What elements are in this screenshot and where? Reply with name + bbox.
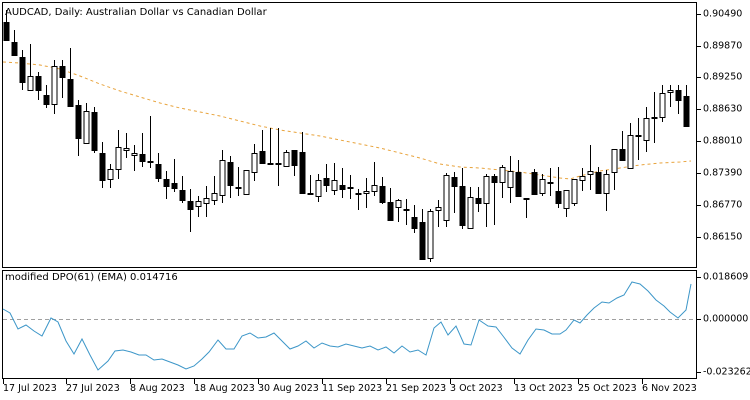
price-tick: 0.90490 <box>703 8 743 20</box>
price-tick: 0.86150 <box>703 231 743 243</box>
time-tick: 18 Aug 2023 <box>194 383 255 394</box>
indicator-label: modified DPO(61) (EMA) 0.014716 <box>5 272 178 283</box>
price-axis-tick-marks <box>697 14 701 373</box>
time-axis-tick-marks <box>3 379 643 384</box>
chart-frames <box>2 2 697 379</box>
price-tick: 0.88010 <box>703 135 743 147</box>
indicator-tick: 0.000000 <box>703 313 749 325</box>
price-tick: 0.88630 <box>703 103 743 115</box>
indicator-tick: -0.023262 <box>703 366 750 378</box>
time-tick: 30 Aug 2023 <box>258 383 319 394</box>
candlestick-series <box>3 10 690 262</box>
price-tick: 0.89250 <box>703 71 743 83</box>
time-tick: 8 Aug 2023 <box>130 383 185 394</box>
time-tick: 27 Jul 2023 <box>66 383 120 394</box>
price-tick: 0.86770 <box>703 199 743 211</box>
dpo-indicator-line <box>2 281 692 371</box>
chart-title: AUDCAD, Daily: Australian Dollar vs Cana… <box>5 7 267 18</box>
time-tick: 11 Sep 2023 <box>322 383 383 394</box>
time-tick: 3 Oct 2023 <box>450 383 503 394</box>
price-tick: 0.87390 <box>703 167 743 179</box>
time-tick: 13 Oct 2023 <box>514 383 573 394</box>
time-tick: 25 Oct 2023 <box>578 383 637 394</box>
indicator-tick: 0.018609 <box>703 271 749 283</box>
time-tick: 17 Jul 2023 <box>3 383 57 394</box>
time-tick: 6 Nov 2023 <box>642 383 697 394</box>
moving-average-line <box>2 61 692 180</box>
price-tick: 0.89870 <box>703 40 743 52</box>
time-tick: 21 Sep 2023 <box>386 383 447 394</box>
